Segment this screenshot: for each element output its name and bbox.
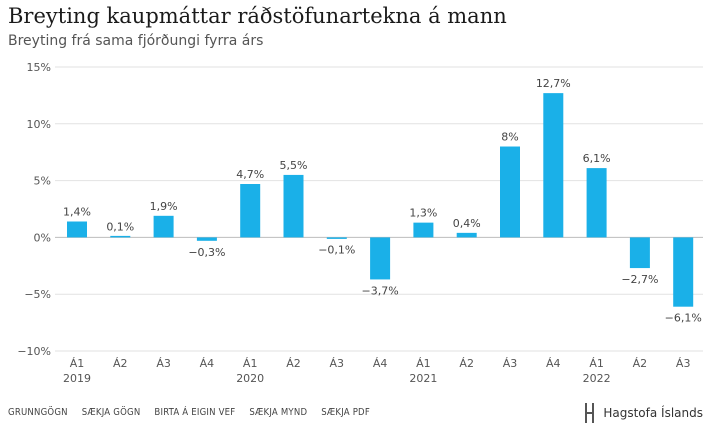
bar[interactable] bbox=[673, 237, 694, 307]
data-label: 0,4% bbox=[453, 217, 481, 230]
bar[interactable] bbox=[500, 146, 520, 238]
y-tick-label: 5% bbox=[34, 175, 51, 188]
data-label: 5,5% bbox=[280, 159, 308, 172]
x-tick-label: Á1 bbox=[416, 357, 431, 370]
x-tick-label: Á4 bbox=[373, 357, 388, 370]
bar[interactable] bbox=[196, 237, 217, 241]
bar[interactable] bbox=[283, 174, 304, 238]
bar[interactable] bbox=[629, 237, 650, 269]
bar[interactable] bbox=[456, 232, 477, 238]
footer-links: GRUNNGÖGN SÆKJA GÖGN BIRTA Á EIGIN VEF S… bbox=[8, 407, 370, 418]
x-tick-label: Á4 bbox=[546, 357, 561, 370]
logo-text: Hagstofa Íslands bbox=[603, 406, 703, 420]
x-tick-label: Á3 bbox=[503, 357, 518, 370]
year-label: 2021 bbox=[409, 372, 437, 385]
link-saekja-mynd[interactable]: SÆKJA MYND bbox=[249, 407, 308, 418]
data-label: −0,3% bbox=[188, 246, 225, 259]
x-tick-label: Á2 bbox=[286, 357, 301, 370]
link-saekja-gogn[interactable]: SÆKJA GÖGN bbox=[81, 407, 141, 418]
y-tick-label: 0% bbox=[34, 231, 51, 244]
data-label: 8% bbox=[501, 131, 518, 144]
y-tick-label: 10% bbox=[27, 118, 51, 131]
data-label: 4,7% bbox=[236, 168, 264, 181]
y-tick-label: 15% bbox=[27, 61, 51, 74]
year-label: 2022 bbox=[583, 372, 611, 385]
link-grunngogn[interactable]: GRUNNGÖGN bbox=[8, 407, 68, 418]
bar[interactable] bbox=[543, 93, 564, 238]
chart-title: Breyting kaupmáttar ráðstöfunartekna á m… bbox=[8, 4, 507, 28]
data-label: −6,1% bbox=[665, 312, 702, 325]
x-tick-label: Á3 bbox=[330, 357, 345, 370]
hagstofa-logo-icon bbox=[583, 403, 597, 423]
bar[interactable] bbox=[326, 237, 347, 239]
bar[interactable] bbox=[240, 184, 261, 238]
bar[interactable] bbox=[153, 215, 174, 238]
chart-subtitle: Breyting frá sama fjórðungi fyrra árs bbox=[8, 33, 264, 49]
bar[interactable] bbox=[110, 235, 131, 238]
x-tick-label: Á2 bbox=[633, 357, 648, 370]
data-label: −0,1% bbox=[318, 244, 355, 257]
data-label: 6,1% bbox=[583, 152, 611, 165]
link-saekja-pdf[interactable]: SÆKJA PDF bbox=[321, 407, 370, 418]
bar[interactable] bbox=[586, 168, 607, 238]
data-label: 12,7% bbox=[536, 77, 571, 90]
y-tick-label: −5% bbox=[24, 288, 51, 301]
bar[interactable] bbox=[370, 237, 391, 280]
data-label: 0,1% bbox=[106, 220, 134, 233]
link-birta-a-eigin-vef[interactable]: BIRTA Á EIGIN VEF bbox=[154, 407, 236, 418]
x-tick-label: Á1 bbox=[589, 357, 604, 370]
x-tick-label: Á2 bbox=[459, 357, 474, 370]
data-label: 1,3% bbox=[409, 207, 437, 220]
y-tick-label: −10% bbox=[17, 345, 51, 358]
x-tick-label: Á1 bbox=[243, 357, 258, 370]
year-label: 2020 bbox=[236, 372, 264, 385]
x-tick-label: Á2 bbox=[113, 357, 128, 370]
bar-chart: 15% 10% 5% 0% −5% −10% 1,4% Á1 0,1% Á2 1,9% Á3 −0,3%… bbox=[17, 61, 703, 385]
x-tick-label: Á3 bbox=[156, 357, 171, 370]
x-tick-label: Á4 bbox=[200, 357, 215, 370]
x-tick-label: Á1 bbox=[70, 357, 85, 370]
data-label: −2,7% bbox=[621, 273, 658, 286]
bar[interactable] bbox=[413, 222, 434, 238]
bar[interactable] bbox=[67, 221, 87, 238]
year-label: 2019 bbox=[63, 372, 91, 385]
hagstofa-logo[interactable]: Hagstofa Íslands bbox=[583, 403, 703, 423]
data-label: 1,9% bbox=[150, 200, 178, 213]
data-label: −3,7% bbox=[362, 284, 399, 297]
x-tick-label: Á3 bbox=[676, 357, 691, 370]
data-label: 1,4% bbox=[63, 205, 91, 218]
